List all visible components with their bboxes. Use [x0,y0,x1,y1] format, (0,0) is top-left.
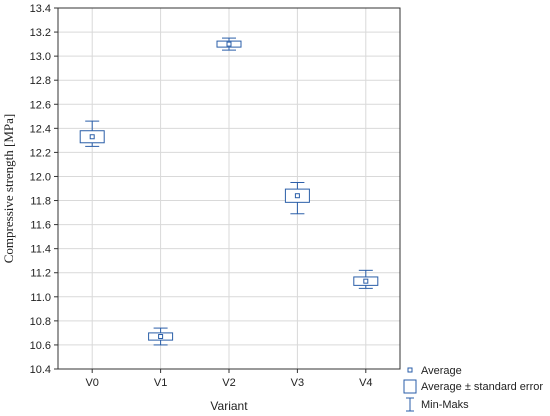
legend-standard-error-marker [403,379,417,394]
average-marker [363,278,369,284]
y-tick-label: 12.2 [30,147,51,159]
x-axis-title: Variant [210,399,248,413]
variant-v0 [79,120,105,147]
variant-v2 [216,37,242,51]
y-tick-label: 11.0 [30,292,51,304]
x-tick-label: V2 [222,377,235,389]
y-tick-label: 11.2 [30,268,51,280]
x-tick-label: V0 [85,377,98,389]
legend-average-label: Average [421,365,462,377]
series [79,37,379,346]
legend-standard-error-label: Average ± standard error [421,381,543,393]
average-marker [158,334,164,340]
x-axis: V0 V1 V2 V3 V4 [85,369,373,389]
y-tick-label: 11.8 [30,196,51,208]
y-tick-label: 12.8 [30,75,51,87]
y-axis-title: Compressive strength [MPa] [1,114,16,263]
legend-min-max-marker [406,397,414,412]
x-tick-label: V1 [154,377,167,389]
average-marker [89,134,95,140]
y-tick-label: 10.6 [30,340,51,352]
y-tick-label: 13.4 [30,3,51,15]
y-tick-label: 12.6 [30,99,51,111]
variant-v4 [353,269,379,289]
y-tick-label: 13.2 [30,27,51,39]
y-tick-label: 10.4 [30,364,51,376]
y-axis: 10.4 10.6 10.8 11.0 11.2 11.4 11.6 11.8 12.0 12.2… [30,3,58,376]
y-tick-label: 11.4 [30,244,51,256]
average-marker [294,193,300,199]
y-tick-label: 12.0 [30,171,51,183]
y-tick-label: 12.4 [30,123,51,135]
y-tick-label: 11.6 [30,220,51,232]
x-tick-label: V4 [359,377,372,389]
variant-v3 [284,181,310,215]
x-tick-label: V3 [291,377,304,389]
legend-average-marker [407,367,413,373]
y-tick-label: 10.8 [30,316,51,328]
legend: Average Average ± standard error Min-Mak… [403,365,543,412]
average-marker [226,41,232,47]
y-tick-label: 13.0 [30,51,51,63]
legend-min-max-label: Min-Maks [421,399,469,411]
grid [58,8,400,369]
variant-v1 [148,327,174,346]
